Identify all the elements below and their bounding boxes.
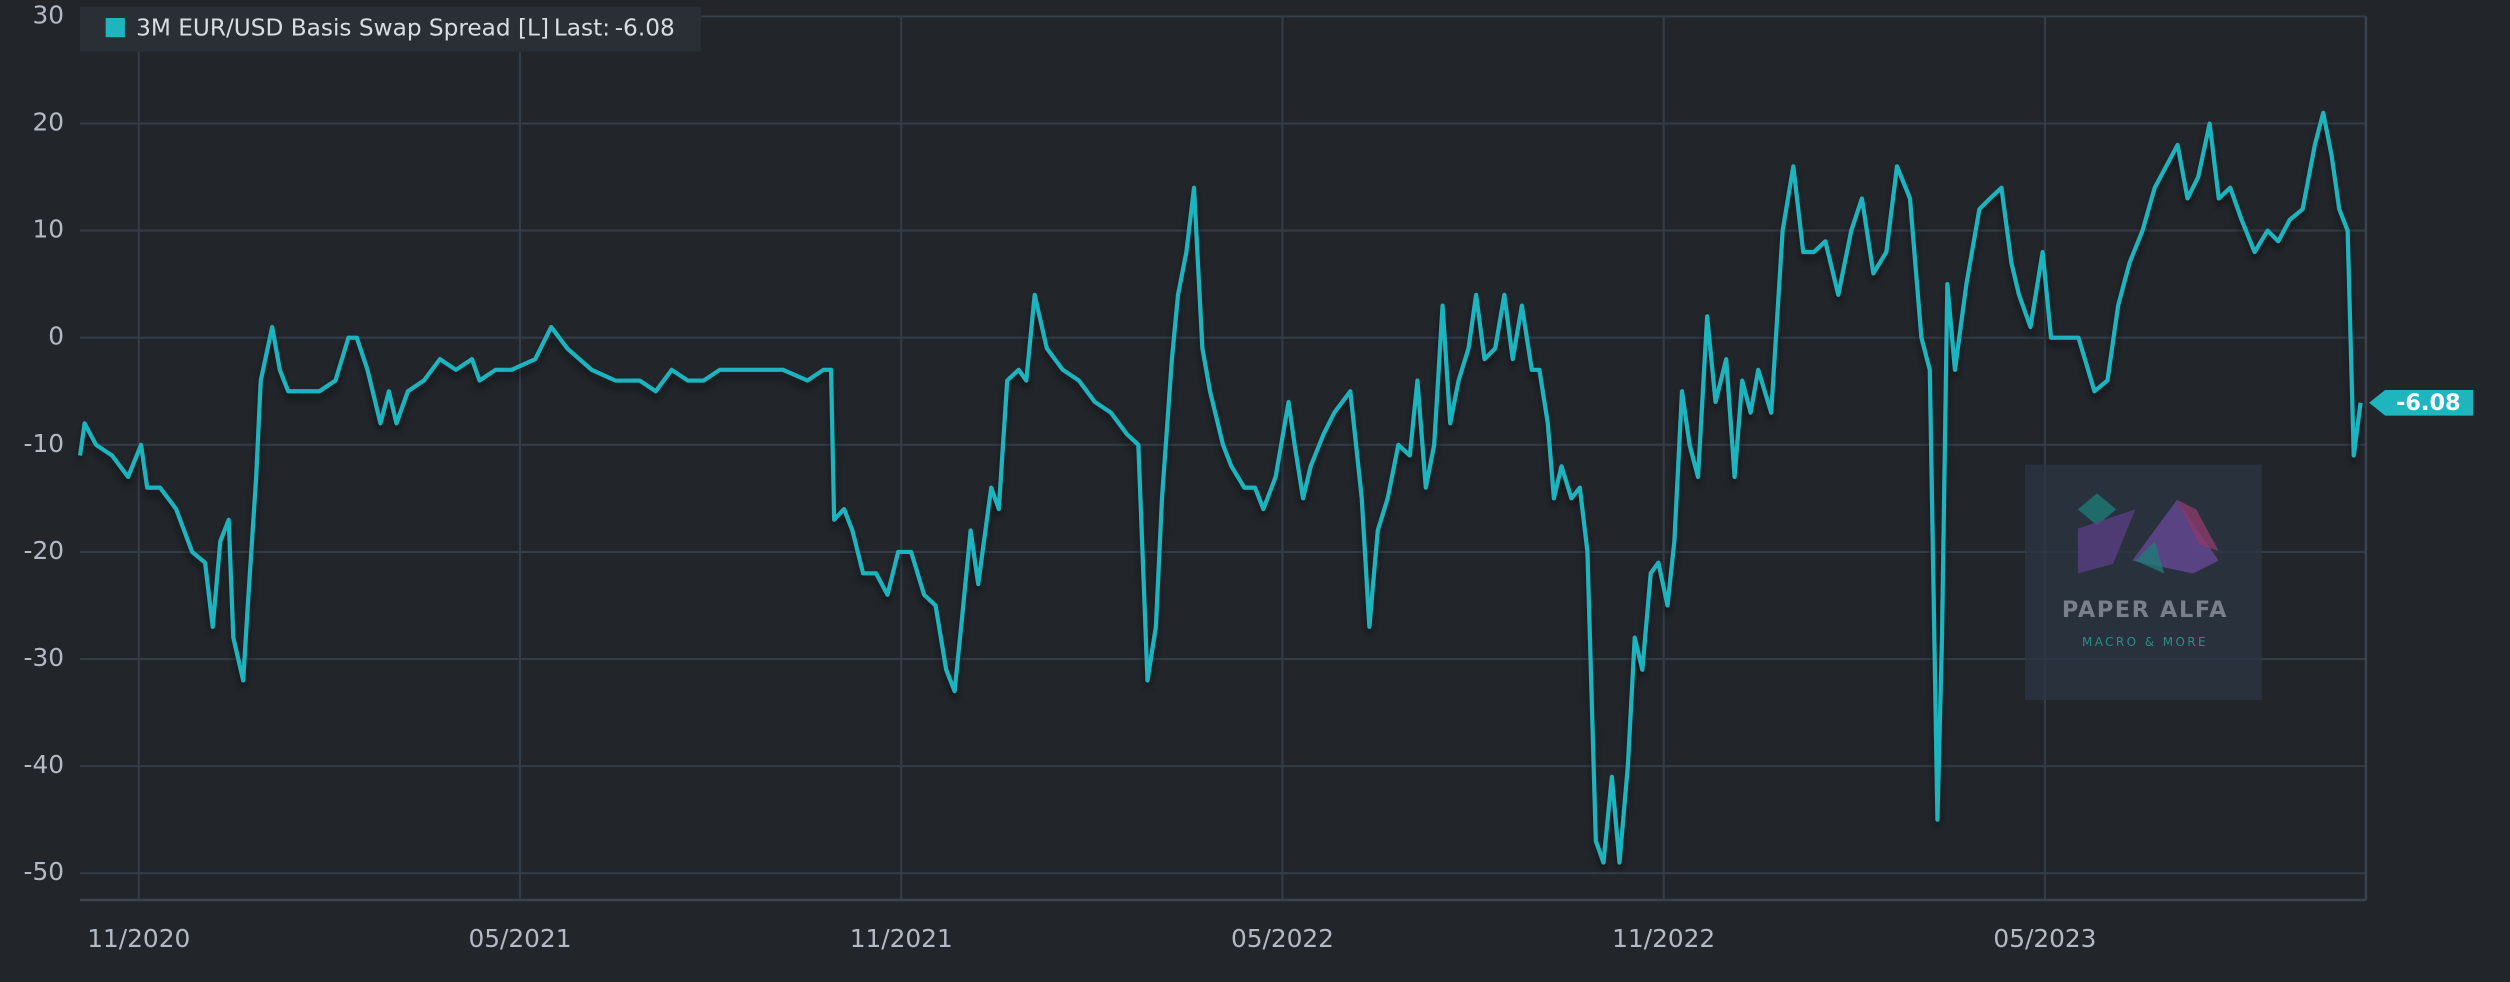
legend-last-label: Last: xyxy=(554,15,610,42)
logo-shape xyxy=(2077,509,2136,574)
y-tick-label: -50 xyxy=(24,857,65,886)
plot-area xyxy=(77,110,2363,865)
watermark-subtitle: MACRO & MORE xyxy=(2082,635,2208,649)
logo-shape xyxy=(2077,493,2117,526)
x-tick-label: 11/2022 xyxy=(1612,924,1715,953)
x-tick-label: 11/2021 xyxy=(850,924,953,953)
legend: 3M EUR/USD Basis Swap Spread [L] Last: -… xyxy=(80,6,702,52)
x-tick-label: 05/2021 xyxy=(468,924,571,953)
watermark: PAPER ALFA MACRO & MORE xyxy=(2024,464,2262,700)
y-tick-label: 10 xyxy=(32,215,64,244)
watermark-title: PAPER ALFA xyxy=(2062,597,2228,623)
x-tick-label: 05/2023 xyxy=(1993,924,2096,953)
y-tick-label: -30 xyxy=(24,643,65,672)
logo-shape xyxy=(2135,541,2165,574)
legend-last-value: -6.08 xyxy=(615,15,675,42)
y-tick-label: -10 xyxy=(24,429,65,458)
legend-swatch xyxy=(105,17,125,38)
x-tick-label: 05/2022 xyxy=(1231,924,1334,953)
y-tick-label: -40 xyxy=(24,750,65,779)
y-tick-label: -20 xyxy=(24,536,65,565)
logo-shape xyxy=(2177,499,2219,552)
watermark-box xyxy=(2024,464,2262,700)
last-value-tag xyxy=(2369,390,2474,416)
last-value-label: -6.08 xyxy=(2396,390,2461,416)
legend-box xyxy=(80,6,702,52)
series-line xyxy=(77,110,2363,865)
y-tick-label: 30 xyxy=(32,0,64,29)
legend-label: 3M EUR/USD Basis Swap Spread [L] xyxy=(136,15,549,42)
y-tick-label: 20 xyxy=(32,107,64,136)
x-tick-label: 11/2020 xyxy=(87,924,190,953)
y-tick-label: 0 xyxy=(48,322,64,351)
